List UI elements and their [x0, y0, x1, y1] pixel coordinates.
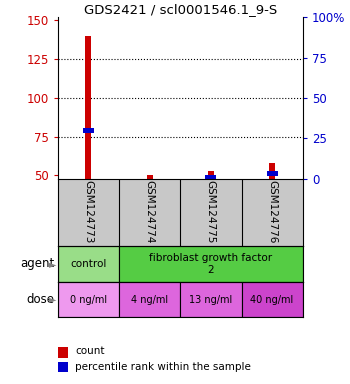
Title: GDS2421 / scl0001546.1_9-S: GDS2421 / scl0001546.1_9-S: [84, 3, 277, 16]
Bar: [85, 36, 91, 179]
Text: GSM124774: GSM124774: [145, 180, 155, 244]
Bar: [269, 163, 275, 179]
Bar: [205, 175, 216, 179]
Text: agent: agent: [20, 258, 54, 270]
Text: percentile rank within the sample: percentile rank within the sample: [75, 362, 251, 372]
Bar: [208, 171, 214, 179]
Text: ►: ►: [49, 295, 57, 305]
Bar: [119, 282, 180, 317]
Text: GSM124773: GSM124773: [83, 180, 93, 244]
Text: dose: dose: [26, 293, 54, 306]
Bar: [180, 282, 241, 317]
Text: count: count: [75, 346, 105, 356]
Text: 4 ng/ml: 4 ng/ml: [131, 295, 168, 305]
Bar: [119, 246, 303, 282]
Bar: [241, 282, 303, 317]
Text: ►: ►: [49, 259, 57, 269]
Text: GSM124775: GSM124775: [206, 180, 216, 244]
Text: fibroblast growth factor
2: fibroblast growth factor 2: [149, 253, 272, 275]
Bar: [147, 175, 153, 179]
Bar: [83, 128, 94, 132]
Bar: [58, 282, 119, 317]
Text: control: control: [70, 259, 106, 269]
Text: 0 ng/ml: 0 ng/ml: [70, 295, 107, 305]
Text: 40 ng/ml: 40 ng/ml: [251, 295, 294, 305]
Bar: [267, 171, 278, 176]
Text: 13 ng/ml: 13 ng/ml: [189, 295, 232, 305]
Bar: [58, 246, 119, 282]
Text: GSM124776: GSM124776: [267, 180, 277, 244]
